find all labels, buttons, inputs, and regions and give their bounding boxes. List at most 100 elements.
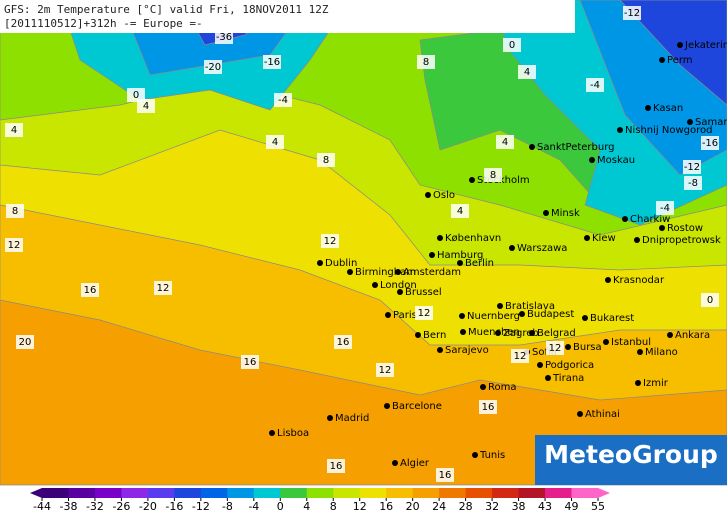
city-label: Zagreb [503, 328, 539, 339]
city-dot [543, 210, 549, 216]
colorbar-segment [253, 488, 281, 498]
contour-label: 20 [19, 337, 32, 348]
city-label: Madrid [335, 413, 369, 424]
city-dot [385, 312, 391, 318]
contour-label: 12 [157, 283, 170, 294]
contour-label: 4 [272, 137, 278, 148]
colorbar-label: -44 [33, 500, 51, 511]
contour-label-box [321, 234, 339, 248]
contour-label-box [266, 135, 284, 149]
city-label: København [445, 233, 501, 244]
contour-label: 8 [490, 170, 496, 181]
labels: JekaterinburgPermKasanNishnij NowgorodSa… [5, 6, 727, 482]
city-label: Dublin [325, 258, 357, 269]
colorbar-label: 38 [512, 500, 526, 511]
contour-label: 8 [12, 206, 18, 217]
colorbar-segment [227, 488, 255, 498]
city-label: Sarajevo [445, 345, 489, 356]
city-dot [519, 311, 525, 317]
contour-label-box [511, 349, 529, 363]
city-label: Barcelone [392, 401, 442, 412]
city-dot [529, 330, 535, 336]
temperature-band [619, 0, 727, 106]
colorbar-label: -38 [59, 500, 77, 511]
colorbar-label: 20 [406, 500, 420, 511]
contour-label-box [503, 38, 521, 52]
city-dot [459, 313, 465, 319]
city-dot [495, 330, 501, 336]
city-label: Ankara [675, 330, 710, 341]
city-label: Bern [423, 330, 446, 341]
city-label: Warszawa [517, 243, 567, 254]
colorbar-label: 4 [303, 500, 310, 511]
city-label: Tunis [479, 450, 505, 461]
city-dot [497, 303, 503, 309]
colorbar-segment [333, 488, 361, 498]
colorbar-label: 24 [432, 500, 446, 511]
contour-label-box [701, 293, 719, 307]
contour-label-box [215, 30, 233, 44]
city-dot [392, 460, 398, 466]
contour-label: -20 [205, 62, 221, 73]
city-dot [437, 347, 443, 353]
contour-label-box [81, 283, 99, 297]
colorbar-segment [492, 488, 520, 498]
city-label: Milano [645, 347, 678, 358]
contour-label-box [5, 123, 23, 137]
colorbar-segment [545, 488, 573, 498]
colorbar-segment [147, 488, 175, 498]
colorbar-label: -26 [112, 500, 130, 511]
contour-label-box [546, 341, 564, 355]
colorbar-label: 32 [485, 500, 499, 511]
city-label: Bukarest [590, 313, 634, 324]
colorbar-segment [121, 488, 149, 498]
colorbar-end [598, 488, 610, 498]
colorbar-segment [42, 488, 69, 498]
contour-label-box [204, 60, 222, 74]
contour-label: 16 [439, 470, 452, 481]
city-dot [645, 105, 651, 111]
colorbar-segment [174, 488, 202, 498]
city-dot [509, 245, 515, 251]
city-label: Perm [667, 55, 693, 66]
city-label: London [380, 280, 417, 291]
colorbar-segment [412, 488, 440, 498]
city-dot [347, 269, 353, 275]
city-dot [565, 344, 571, 350]
colorbar-label: -16 [165, 500, 183, 511]
colorbar-segment [571, 488, 599, 498]
city-label: Budapest [527, 309, 574, 320]
contour-label-box [6, 204, 24, 218]
colorbar-segment [306, 488, 334, 498]
colorbar-label: 43 [538, 500, 552, 511]
contour-label-box [263, 55, 281, 69]
city-dot [659, 225, 665, 231]
contour-label-box [127, 88, 145, 102]
city-label: Brussel [405, 287, 442, 298]
colorbar-label: 28 [459, 500, 473, 511]
city-dot [469, 177, 475, 183]
contour-label-box [274, 93, 292, 107]
contour-label-box [154, 281, 172, 295]
contour-label: 0 [509, 40, 515, 51]
city-label: Sofia [532, 347, 557, 358]
contour-label: -36 [216, 32, 232, 43]
contour-label: 4 [457, 206, 463, 217]
contour-label-box [5, 238, 23, 252]
city-label: Rostow [667, 223, 703, 234]
contour-label-box [417, 55, 435, 69]
contour-label: -12 [624, 8, 640, 19]
city-label: Izmir [643, 378, 669, 389]
contour-label: -8 [688, 178, 698, 189]
contour-label-box [484, 168, 502, 182]
city-dot [472, 452, 478, 458]
city-dot [589, 157, 595, 163]
city-label: Stockholm [477, 175, 530, 186]
colorbar-segment [280, 488, 308, 498]
contour-label: 12 [8, 240, 21, 251]
contour-label: 12 [418, 308, 431, 319]
city-dot [667, 332, 673, 338]
contour-label-box [327, 459, 345, 473]
colorbar-label: -4 [248, 500, 259, 511]
